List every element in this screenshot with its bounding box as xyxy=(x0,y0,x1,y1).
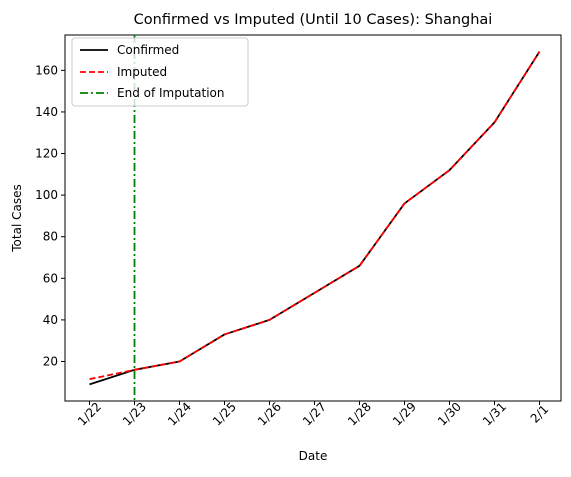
y-tick-label: 100 xyxy=(35,188,58,202)
x-tick-label: 1/23 xyxy=(120,400,149,429)
y-tick-label: 120 xyxy=(35,147,58,161)
x-tick-label: 1/26 xyxy=(255,400,284,429)
x-tick-label: 1/31 xyxy=(480,400,509,429)
x-tick-label: 1/25 xyxy=(210,400,239,429)
y-axis-label: Total Cases xyxy=(10,184,24,252)
y-tick-label: 140 xyxy=(35,105,58,119)
x-tick-label: 1/28 xyxy=(345,400,374,429)
x-axis: 1/22 1/23 1/24 1/25 1/26 1/27 1/28 1/29 1/30 1/31… xyxy=(75,400,551,429)
x-tick-label: 1/27 xyxy=(300,400,329,429)
legend: Confirmed Imputed End of Imputation xyxy=(72,38,248,106)
y-tick-label: 20 xyxy=(43,354,58,368)
x-tick-label: 1/24 xyxy=(165,400,194,429)
legend-label-end-of-imputation: End of Imputation xyxy=(117,86,225,100)
y-tick-label: 60 xyxy=(43,271,58,285)
y-tick-label: 80 xyxy=(43,230,58,244)
x-tick-label: 1/29 xyxy=(390,400,419,429)
chart-title: Confirmed vs Imputed (Until 10 Cases): S… xyxy=(134,12,493,28)
y-tick-label: 40 xyxy=(43,313,58,327)
x-tick-label: 1/22 xyxy=(75,400,104,429)
legend-label-confirmed: Confirmed xyxy=(117,43,179,57)
x-tick-label: 1/30 xyxy=(435,400,464,429)
y-tick-label: 160 xyxy=(35,63,58,77)
y-axis: 20 40 60 80 100 120 140 160 xyxy=(35,63,65,368)
legend-label-imputed: Imputed xyxy=(117,65,167,79)
x-axis-label: Date xyxy=(299,449,328,463)
x-tick-label: 2/1 xyxy=(528,402,552,426)
